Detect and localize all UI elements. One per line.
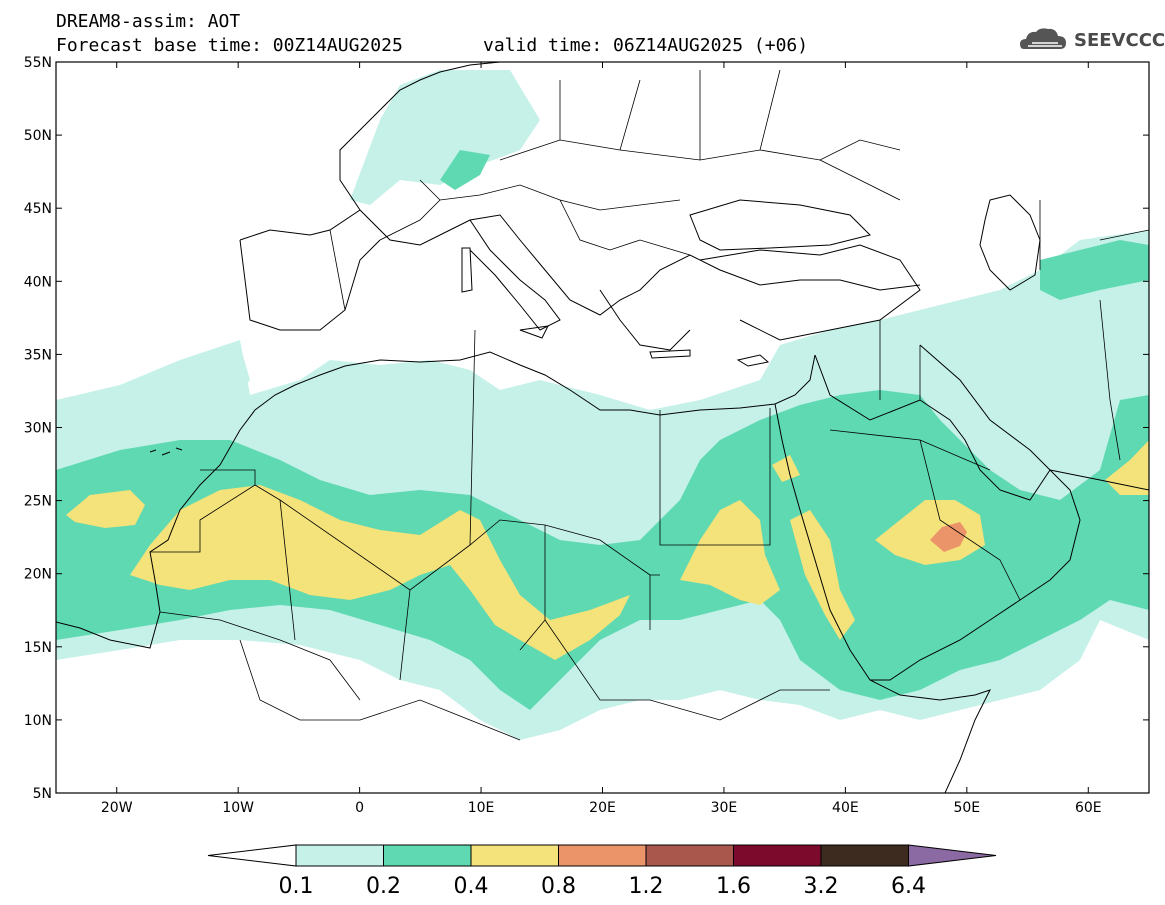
logo-text: SEEVCCC	[1074, 30, 1165, 51]
lon-label: 10W	[222, 800, 254, 816]
aot-level-0.4-arabia	[875, 500, 985, 565]
colorbar-segment	[645, 844, 734, 867]
colorbar: 0.1 0.2 0.4 0.8 1.2 1.6 3.2 6.4	[207, 844, 997, 899]
colorbar-label: 0.8	[541, 874, 576, 899]
colorbar-label: 0.4	[454, 874, 489, 899]
lon-label: 10E	[468, 800, 495, 816]
lon-label: 30E	[711, 800, 738, 816]
black-sea	[689, 199, 871, 251]
colorbar-segment	[820, 844, 909, 867]
borders	[150, 69, 1149, 741]
colorbar-label: 1.6	[716, 874, 751, 899]
colorbar-low-arrow	[207, 844, 297, 867]
aot-level-0.2-north	[440, 150, 490, 190]
lat-label: 30N	[24, 421, 52, 437]
aot-level-0.2	[56, 390, 1149, 710]
lat-label: 55N	[24, 55, 52, 71]
title-base-time: Forecast base time: 00Z14AUG2025	[56, 35, 403, 56]
lon-label: 20E	[589, 800, 616, 816]
colorbar-label: 6.4	[891, 874, 926, 899]
greece	[599, 289, 691, 351]
lat-label: 35N	[24, 347, 52, 363]
africa-coast	[56, 351, 816, 649]
colorbar-segment	[733, 844, 822, 867]
aot-level-0.1-west	[160, 345, 250, 440]
lat-label: 10N	[24, 713, 52, 729]
canary-islands	[149, 447, 183, 456]
colorbar-label: 3.2	[804, 874, 839, 899]
colorbar-label: 0.1	[279, 874, 314, 899]
lon-label: 20W	[101, 800, 133, 816]
longitude-axis: 20W 10W 0 10E 20E 30E 40E 50E 60E	[101, 62, 1102, 816]
sardinia-corsica	[461, 247, 473, 293]
caspian	[979, 194, 1041, 291]
title-valid-time: valid time: 06Z14AUG2025 (+06)	[483, 35, 809, 56]
aot-level-0.2-east	[1040, 240, 1149, 300]
lat-label: 20N	[24, 567, 52, 583]
persian-gulf	[919, 344, 1051, 471]
cyprus	[736, 354, 770, 367]
aot-level-0.8	[930, 522, 967, 552]
lat-label: 15N	[24, 640, 52, 656]
iberia	[239, 239, 381, 331]
aot-level-0.4-gulf	[1105, 440, 1149, 495]
lon-label: 0	[355, 800, 364, 816]
aot-level-0.4-egypt	[680, 500, 780, 605]
colorbar-segment	[558, 844, 647, 867]
lon-label: 50E	[953, 800, 980, 816]
lat-label: 45N	[24, 201, 52, 217]
lat-label: 40N	[24, 274, 52, 290]
crete	[649, 349, 691, 359]
colorbar-segment	[295, 844, 384, 867]
cloud-icon	[1020, 28, 1066, 49]
turkey	[699, 244, 921, 341]
aot-level-0.1-north	[350, 70, 540, 205]
colorbar-segment	[470, 844, 559, 867]
lat-label: 50N	[24, 128, 52, 144]
lat-label: 5N	[33, 786, 52, 802]
colorbar-high-arrow	[908, 844, 997, 867]
aot-field	[56, 70, 1149, 740]
colorbar-segment	[383, 844, 472, 867]
lon-label: 40E	[832, 800, 859, 816]
aot-level-0.4-sahara	[130, 485, 630, 660]
iran-coast	[1049, 469, 1149, 491]
europe-coast	[239, 62, 921, 316]
aot-level-0.4-redsea	[790, 510, 855, 640]
lon-label: 60E	[1075, 800, 1102, 816]
aot-level-0.4-suez	[772, 455, 800, 482]
lat-label: 25N	[24, 494, 52, 510]
latitude-axis: 55N 50N 45N 40N 35N 30N 25N 20N 15N 10N 5N	[24, 55, 1149, 802]
colorbar-label: 0.2	[366, 874, 401, 899]
italy	[469, 219, 561, 331]
arabia-coast	[814, 354, 1081, 681]
title-product: DREAM8-assim: AOT	[56, 11, 241, 32]
aot-level-0.4-west	[66, 490, 145, 528]
colorbar-label: 1.2	[629, 874, 664, 899]
sicily	[519, 325, 549, 339]
coastlines-and-borders	[56, 62, 1149, 793]
